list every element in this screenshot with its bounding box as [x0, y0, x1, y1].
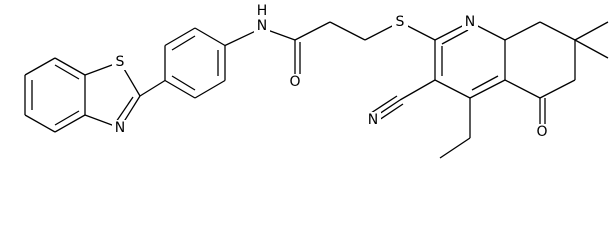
atom-label: S [116, 54, 125, 70]
atom-label: S [396, 14, 405, 30]
atom-label: N [368, 112, 378, 128]
atom-masks [112, 14, 550, 140]
atom-label: N [465, 14, 475, 30]
atom-label: N [257, 18, 267, 34]
atom-label: O [289, 74, 300, 90]
atom-label: O [536, 124, 547, 140]
atom-label: N [115, 120, 125, 136]
molecule: S N N H O S N N O [24, 3, 609, 159]
atom-label: H [257, 3, 268, 19]
bonds [24, 21, 609, 159]
